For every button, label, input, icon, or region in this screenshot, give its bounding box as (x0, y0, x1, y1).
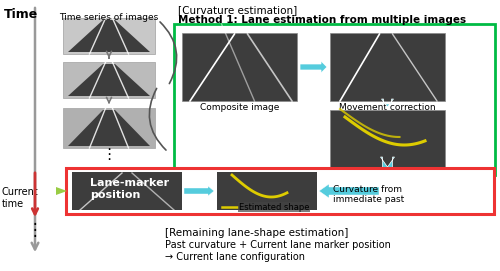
FancyBboxPatch shape (174, 24, 494, 175)
Text: Current
time: Current time (2, 187, 39, 209)
Polygon shape (380, 157, 394, 170)
Text: Method 1: Lane estimation from multiple images: Method 1: Lane estimation from multiple … (178, 15, 466, 25)
Text: [Remaining lane-shape estimation]: [Remaining lane-shape estimation] (165, 228, 348, 238)
Polygon shape (68, 20, 150, 52)
Polygon shape (184, 186, 214, 196)
Text: Lane-shape estimate: Lane-shape estimate (334, 170, 441, 179)
Polygon shape (319, 184, 379, 198)
FancyBboxPatch shape (66, 168, 494, 214)
Text: ⋮: ⋮ (102, 147, 116, 163)
Polygon shape (68, 64, 150, 96)
Polygon shape (56, 187, 67, 195)
Bar (217, 172, 317, 210)
Text: Time: Time (4, 8, 38, 21)
Text: Past curvature + Current lane marker position
→ Current lane configuration: Past curvature + Current lane marker pos… (165, 240, 391, 262)
Bar (63, 62, 155, 98)
Text: Curvature from
immediate past: Curvature from immediate past (333, 185, 404, 204)
Bar (72, 172, 182, 210)
Text: Movement correction: Movement correction (339, 103, 436, 112)
Bar (330, 33, 445, 101)
Polygon shape (300, 61, 327, 73)
Polygon shape (382, 99, 394, 107)
Text: Lane-marker
position: Lane-marker position (90, 178, 169, 200)
Text: [Curvature estimation]: [Curvature estimation] (178, 5, 297, 15)
Text: Time series of images: Time series of images (60, 13, 158, 22)
Polygon shape (68, 110, 150, 146)
Text: Composite image: Composite image (200, 103, 279, 112)
Text: ⋮: ⋮ (26, 221, 44, 239)
Bar (330, 110, 445, 168)
Bar (182, 33, 297, 101)
Bar (63, 18, 155, 54)
Bar (63, 108, 155, 148)
Text: Estimated shape: Estimated shape (239, 202, 310, 211)
